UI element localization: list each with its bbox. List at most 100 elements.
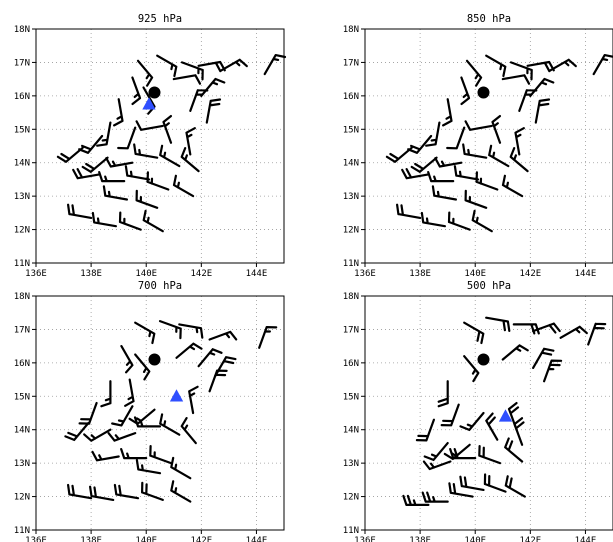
x-tick-label: 142E <box>190 269 212 279</box>
y-tick-label: 17N <box>343 325 359 335</box>
wind-barb <box>105 157 134 168</box>
wind-barb <box>113 483 140 500</box>
wind-barb <box>437 380 449 408</box>
wind-barb <box>509 147 529 173</box>
wind-barb <box>512 323 540 335</box>
wind-barb <box>504 475 526 498</box>
y-tick-label: 11N <box>14 259 30 269</box>
wind-barb <box>396 203 422 219</box>
wind-barb <box>178 323 204 339</box>
wind-barb <box>91 211 117 228</box>
wind-barb <box>501 74 531 85</box>
x-tick-label: 144E <box>246 269 268 279</box>
wind-barb <box>64 421 90 441</box>
x-tick-label: 136E <box>25 269 47 279</box>
wind-barb <box>514 127 525 156</box>
x-tick-label: 136E <box>354 269 376 279</box>
wind-barb <box>463 321 485 345</box>
wind-barb <box>135 189 159 209</box>
x-tick-label: 136E <box>354 536 376 542</box>
wind-barb <box>453 165 480 181</box>
x-tick-label: 140E <box>464 536 486 542</box>
y-tick-label: 18N <box>343 25 359 35</box>
y-tick-label: 14N <box>343 159 359 169</box>
wind-barb <box>447 211 471 231</box>
wind-barb <box>159 413 181 436</box>
wind-barb <box>72 168 101 180</box>
wind-barb <box>98 171 126 183</box>
wind-barb <box>67 483 93 500</box>
panel-title: 500 hPa <box>467 280 511 292</box>
storm-center-marker <box>148 353 161 366</box>
storm-center-marker <box>477 353 490 366</box>
wind-barb <box>465 59 483 87</box>
wind-barb <box>534 98 551 124</box>
wind-barb <box>471 209 493 233</box>
wind-barb <box>180 61 204 81</box>
wind-barb <box>146 171 170 191</box>
wind-barb <box>117 126 137 150</box>
wind-barb <box>459 475 485 491</box>
wind-barb <box>113 98 124 127</box>
wind-barb <box>459 411 485 431</box>
plot-frame <box>364 295 613 531</box>
y-tick-label: 16N <box>14 359 30 369</box>
wind-barb <box>170 480 192 503</box>
wind-barb <box>529 77 555 97</box>
x-tick-label: 144E <box>575 269 597 279</box>
wind-barb <box>111 405 134 427</box>
triangle-marker <box>169 389 184 402</box>
wind-barb <box>543 359 563 383</box>
wind-barb <box>434 157 463 168</box>
plot-frame <box>364 28 613 264</box>
wind-barb <box>96 121 112 147</box>
wind-barb <box>478 445 502 465</box>
wind-barb <box>118 211 142 231</box>
wind-barb <box>421 491 449 503</box>
wind-barb <box>158 320 182 340</box>
wind-barb <box>509 61 533 81</box>
wind-barb <box>81 156 109 173</box>
y-tick-label: 12N <box>14 493 30 503</box>
panel-500-hpa: 500 hPa 136E 138E 140E 142E 144E 11N 12N 13N 14N… <box>343 280 613 542</box>
wind-barb <box>89 485 115 501</box>
wind-barb <box>134 353 151 381</box>
x-tick-label: 138E <box>409 269 431 279</box>
wind-barb <box>133 416 162 428</box>
wind-barb <box>91 450 120 462</box>
x-tick-label: 138E <box>80 536 102 542</box>
wind-barb <box>464 189 488 209</box>
y-tick-label: 14N <box>343 426 359 436</box>
wind-barb <box>133 143 159 159</box>
wind-barb <box>501 344 529 361</box>
wind-barb <box>410 156 438 173</box>
x-tick-label: 144E <box>246 536 268 542</box>
y-tick-label: 12N <box>343 493 359 503</box>
wind-barb <box>559 325 588 339</box>
wind-barb <box>385 146 413 163</box>
wind-barb <box>440 403 460 427</box>
wind-barb <box>420 211 446 228</box>
wind-barb <box>488 144 510 168</box>
y-tick-label: 15N <box>14 125 30 135</box>
wind-barb <box>142 209 164 233</box>
wind-barb <box>501 174 524 198</box>
panel-title: 850 hPa <box>467 13 511 25</box>
wind-barb <box>422 460 452 471</box>
wind-barb <box>180 147 200 173</box>
storm-center-marker <box>148 86 161 99</box>
wind-barb <box>149 445 173 465</box>
wind-barb <box>135 458 162 475</box>
wind-barb <box>464 120 493 131</box>
wind-barb <box>475 171 499 191</box>
wind-barb <box>131 76 142 106</box>
wind-barb <box>401 168 430 180</box>
x-tick-label: 144E <box>575 536 597 542</box>
panel-title: 700 hPa <box>138 280 182 292</box>
y-tick-label: 15N <box>343 125 359 135</box>
y-tick-label: 15N <box>343 392 359 402</box>
wind-barb <box>532 347 555 369</box>
wind-barb <box>197 348 223 368</box>
y-tick-label: 15N <box>14 392 30 402</box>
y-tick-label: 16N <box>14 92 30 102</box>
